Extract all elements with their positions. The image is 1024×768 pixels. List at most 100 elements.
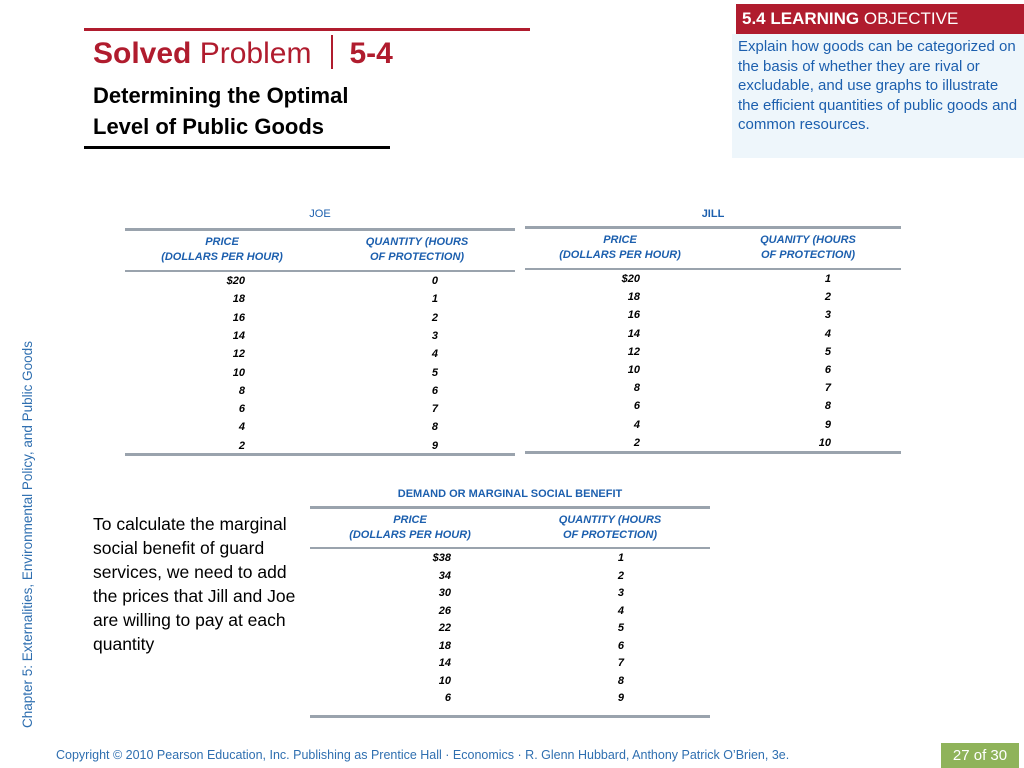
demand-bottom-rule [310,715,710,718]
page-number: 27 of 30 [941,743,1019,768]
demand-quantity-cell: 5 [617,622,624,634]
demand-quantity-cell: 8 [617,674,624,687]
jill-price-cell: 14 [627,327,640,340]
demand-price-cell: $38 [432,552,451,564]
jill-price-cell: 8 [633,382,640,395]
joe-quantity-cell: 7 [431,403,438,416]
joe-quantity-cell: 8 [431,421,438,434]
jill-bottom-rule [525,451,901,454]
jill-price-cell: 4 [633,418,640,431]
joe-quantity-cell: 9 [431,439,438,452]
joe-price-cell: 6 [238,403,245,416]
jill-quantity-cell: 7 [824,382,831,395]
learning-objective-header: 5.4 LEARNING OBJECTIVE [736,4,1024,34]
demand-quantity-cell: 7 [617,657,624,669]
demand-top-rule [310,506,710,509]
demand-price-cell: 22 [438,622,451,634]
joe-price-cell: 18 [232,293,245,306]
jill-quantity-cell: 9 [824,418,831,431]
jill-quantity-header-line1: QUANITY (HOURS [760,234,856,246]
jill-quantity-header: QUANITY (HOURS OF PROTECTION) [715,233,901,263]
demand-quantity-header-line2: OF PROTECTION) [562,529,658,541]
title-rule [84,28,530,31]
joe-price-header-line1: PRICE [205,236,239,248]
demand-table: DEMAND OR MARGINAL SOCIAL BENEFIT PRICE … [310,486,710,720]
demand-price-cell: 30 [438,587,451,599]
demand-price-cell: 26 [438,604,451,617]
joe-bottom-rule [125,453,515,456]
solved-problem-title: Solved Problem 5-4 [93,34,393,74]
joe-price-cell: 14 [232,329,245,342]
demand-quantity-cell: 6 [617,639,624,652]
jill-table-title: JILL [701,208,725,220]
learning-objective-text: Explain how goods can be categorized on … [732,34,1024,158]
jill-quantity-cell: 1 [824,273,831,285]
jill-price-cell: 6 [633,400,640,413]
subtitle-line-1: Determining the Optimal [93,83,349,108]
joe-quantity-cell: 3 [431,329,438,342]
demand-price-cell: 6 [444,692,451,704]
joe-price-cell: 12 [232,348,245,361]
title-problem: Problem [199,37,312,70]
demand-quantity-cell: 4 [617,604,624,617]
demand-price-cell: 18 [438,639,451,652]
jill-quantity-header-line2: OF PROTECTION) [760,249,856,261]
jill-table: JILL PRICE (DOLLARS PER HOUR) QUANITY (H… [525,206,901,456]
joe-table: JOE PRICE (DOLLARS PER HOUR) QUANTITY (H… [125,206,515,456]
demand-table-title: DEMAND OR MARGINAL SOCIAL BENEFIT [397,488,623,500]
joe-quantity-cell: 4 [431,348,438,361]
joe-quantity-cell: 6 [431,384,438,397]
jill-price-header-line2: (DOLLARS PER HOUR) [559,249,681,261]
jill-quantity-cell: 2 [824,291,831,304]
jill-top-rule [525,226,901,229]
joe-table-title: JOE [309,208,331,220]
joe-price-cell: 8 [238,384,245,397]
joe-price-cell: 10 [232,366,245,379]
chapter-side-label: Chapter 5: Externalities, Environmental … [20,341,35,728]
jill-header-rule [525,268,901,270]
jill-quantity-cell: 3 [824,309,831,322]
demand-price-header: PRICE (DOLLARS PER HOUR) [310,513,510,543]
jill-price-header: PRICE (DOLLARS PER HOUR) [525,233,715,263]
jill-price-cell: 2 [633,436,640,449]
demand-quantity-cell: 3 [617,587,624,599]
joe-quantity-cell: 1 [431,293,438,306]
demand-header-rule [310,547,710,549]
demand-price-cell: 34 [438,569,451,582]
demand-price-cell: 14 [438,657,451,669]
page-subtitle: Determining the Optimal Level of Public … [93,80,348,142]
objective-label-rest: OBJECTIVE [863,9,959,28]
joe-price-cell: 4 [238,421,245,434]
jill-price-cell: 18 [627,291,640,304]
objective-label-bold: 5.4 LEARNING [742,9,860,28]
joe-quantity-cell: 0 [431,275,438,287]
demand-quantity-header-line1: QUANTITY (HOURS [558,514,662,526]
joe-price-cell: $20 [226,275,245,287]
joe-price-cell: 2 [238,439,245,452]
joe-price-header-line2: (DOLLARS PER HOUR) [161,251,283,263]
jill-quantity-cell: 8 [824,400,831,413]
calculation-explanation: To calculate the marginal social benefit… [93,514,296,654]
jill-price-cell: $20 [621,273,640,285]
joe-top-rule [125,228,515,231]
joe-quantity-header-line2: OF PROTECTION) [369,251,465,263]
joe-quantity-header-line1: QUANTITY (HOURS [365,236,469,248]
demand-quantity-cell: 1 [617,552,624,564]
demand-quantity-cell: 2 [617,569,624,582]
demand-quantity-cell: 9 [617,692,624,704]
title-solved: Solved [93,37,192,70]
demand-price-header-line1: PRICE [393,514,427,526]
joe-quantity-header: QUANTITY (HOURS OF PROTECTION) [319,235,515,265]
joe-price-header: PRICE (DOLLARS PER HOUR) [125,235,319,265]
jill-quantity-cell: 5 [824,345,831,358]
jill-price-cell: 10 [627,364,640,376]
subtitle-line-2: Level of Public Goods [93,114,325,139]
jill-quantity-cell: 6 [824,364,831,376]
demand-price-header-line2: (DOLLARS PER HOUR) [349,529,471,541]
joe-quantity-cell: 2 [431,311,438,324]
joe-quantity-cell: 5 [431,366,438,379]
jill-quantity-cell: 4 [824,327,831,340]
jill-price-cell: 16 [627,309,640,322]
demand-quantity-header: QUANTITY (HOURS OF PROTECTION) [510,513,710,543]
subtitle-rule [84,146,390,149]
